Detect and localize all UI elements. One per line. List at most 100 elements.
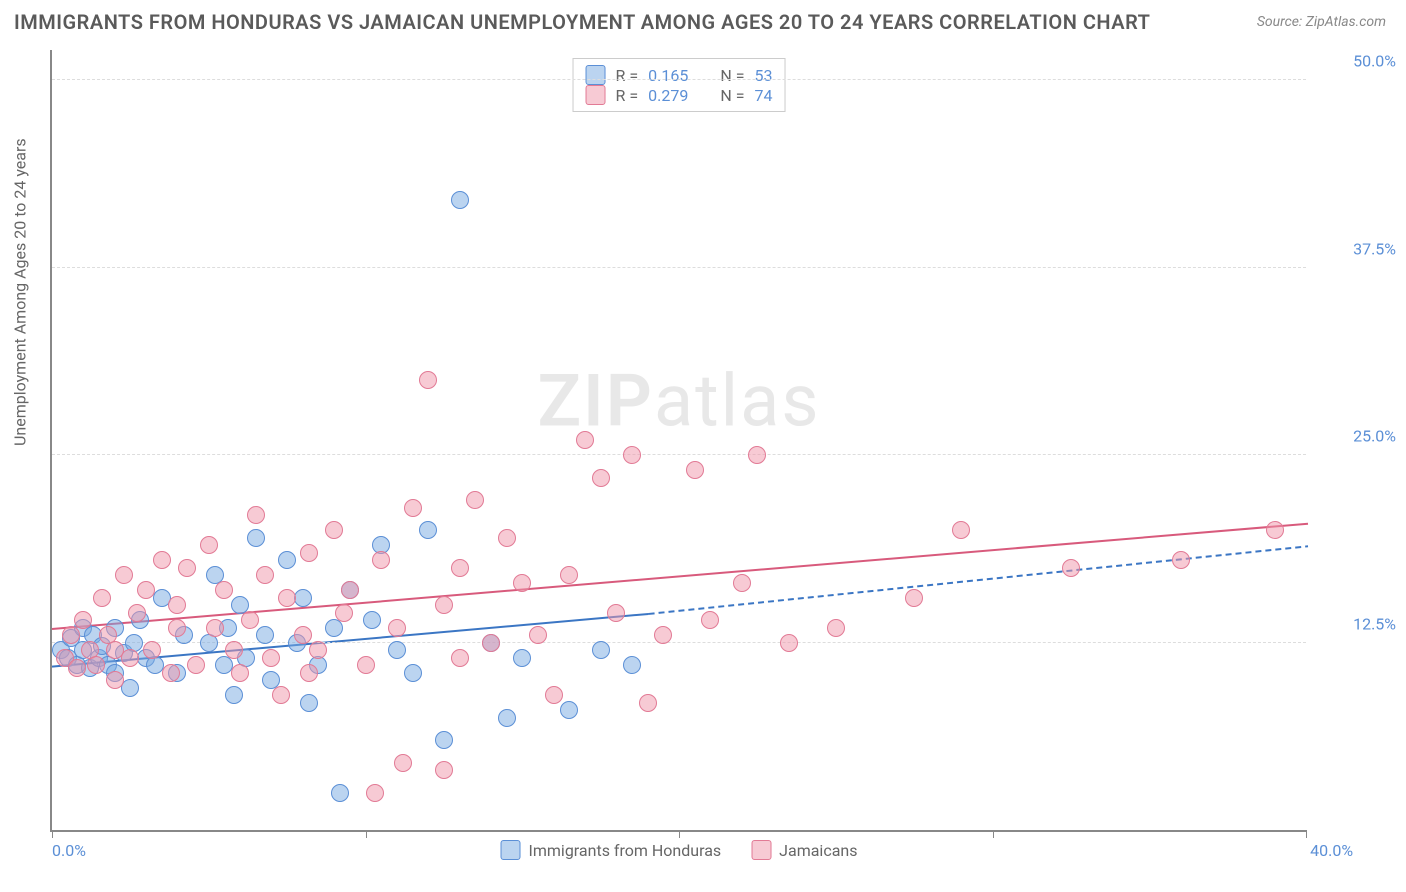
legend-swatch bbox=[586, 65, 606, 85]
legend-swatch bbox=[751, 840, 771, 860]
scatter-point bbox=[576, 431, 594, 449]
scatter-point bbox=[87, 656, 105, 674]
scatter-point bbox=[372, 551, 390, 569]
scatter-point bbox=[435, 731, 453, 749]
scatter-point bbox=[607, 604, 625, 622]
scatter-point bbox=[498, 709, 516, 727]
scatter-point bbox=[272, 686, 290, 704]
scatter-point bbox=[68, 659, 86, 677]
scatter-point bbox=[388, 641, 406, 659]
x-tick-mark bbox=[366, 830, 367, 838]
scatter-point bbox=[419, 371, 437, 389]
scatter-point bbox=[1172, 551, 1190, 569]
scatter-point bbox=[262, 649, 280, 667]
scatter-point bbox=[529, 626, 547, 644]
scatter-point bbox=[1266, 521, 1284, 539]
scatter-point bbox=[128, 604, 146, 622]
scatter-point bbox=[1062, 559, 1080, 577]
scatter-point bbox=[592, 641, 610, 659]
scatter-point bbox=[325, 521, 343, 539]
scatter-point bbox=[623, 446, 641, 464]
scatter-point bbox=[623, 656, 641, 674]
legend-swatch bbox=[586, 85, 606, 105]
scatter-point bbox=[74, 611, 92, 629]
legend-r-label: R = bbox=[616, 66, 639, 85]
x-tick-mark bbox=[52, 830, 53, 838]
legend-item: Immigrants from Honduras bbox=[501, 840, 722, 860]
legend-row: R = 0.279 N = 74 bbox=[586, 85, 773, 105]
scatter-point bbox=[121, 649, 139, 667]
legend-n-value: 53 bbox=[754, 66, 772, 85]
plot-area: ZIPatlas R = 0.165 N = 53 R = 0.279 N = … bbox=[50, 50, 1306, 832]
x-tick-mark bbox=[679, 830, 680, 838]
scatter-point bbox=[388, 619, 406, 637]
scatter-point bbox=[404, 499, 422, 517]
scatter-point bbox=[748, 446, 766, 464]
scatter-point bbox=[256, 626, 274, 644]
scatter-point bbox=[168, 619, 186, 637]
scatter-point bbox=[466, 491, 484, 509]
scatter-point bbox=[513, 574, 531, 592]
legend-swatch bbox=[501, 840, 521, 860]
scatter-point bbox=[247, 529, 265, 547]
scatter-point bbox=[247, 506, 265, 524]
scatter-point bbox=[545, 686, 563, 704]
scatter-point bbox=[153, 551, 171, 569]
y-tick-label: 50.0% bbox=[1353, 52, 1396, 71]
scatter-point bbox=[106, 671, 124, 689]
scatter-point bbox=[278, 589, 296, 607]
legend-correlation: R = 0.165 N = 53 R = 0.279 N = 74 bbox=[573, 58, 786, 112]
trend-lines-svg bbox=[52, 50, 1306, 830]
x-tick-label: 40.0% bbox=[1310, 841, 1353, 860]
gridline bbox=[52, 454, 1306, 455]
scatter-point bbox=[294, 589, 312, 607]
scatter-point bbox=[363, 611, 381, 629]
scatter-point bbox=[654, 626, 672, 644]
scatter-point bbox=[513, 649, 531, 667]
legend-n-label: N = bbox=[720, 86, 744, 105]
scatter-point bbox=[701, 611, 719, 629]
scatter-point bbox=[225, 686, 243, 704]
legend-r-value: 0.165 bbox=[648, 66, 688, 85]
legend-row: R = 0.165 N = 53 bbox=[586, 65, 773, 85]
scatter-point bbox=[300, 694, 318, 712]
scatter-point bbox=[256, 566, 274, 584]
scatter-point bbox=[419, 521, 437, 539]
legend-r-label: R = bbox=[616, 86, 639, 105]
scatter-point bbox=[231, 664, 249, 682]
scatter-point bbox=[560, 566, 578, 584]
scatter-point bbox=[200, 536, 218, 554]
scatter-point bbox=[733, 574, 751, 592]
legend-n-value: 74 bbox=[754, 86, 772, 105]
scatter-point bbox=[560, 701, 578, 719]
source-attribution: Source: ZipAtlas.com bbox=[1257, 14, 1386, 30]
scatter-point bbox=[639, 694, 657, 712]
scatter-point bbox=[187, 656, 205, 674]
scatter-point bbox=[780, 634, 798, 652]
gridline bbox=[52, 267, 1306, 268]
scatter-point bbox=[905, 589, 923, 607]
scatter-point bbox=[435, 761, 453, 779]
scatter-point bbox=[206, 619, 224, 637]
y-tick-label: 12.5% bbox=[1353, 614, 1396, 633]
scatter-point bbox=[225, 641, 243, 659]
scatter-point bbox=[93, 589, 111, 607]
scatter-point bbox=[952, 521, 970, 539]
y-tick-label: 37.5% bbox=[1353, 239, 1396, 258]
legend-label: Immigrants from Honduras bbox=[529, 841, 722, 860]
x-tick-mark bbox=[1306, 830, 1307, 838]
scatter-point bbox=[357, 656, 375, 674]
scatter-point bbox=[366, 784, 384, 802]
scatter-point bbox=[62, 626, 80, 644]
x-tick-label: 0.0% bbox=[52, 841, 86, 860]
scatter-point bbox=[278, 551, 296, 569]
scatter-point bbox=[404, 664, 422, 682]
y-axis-label: Unemployment Among Ages 20 to 24 years bbox=[11, 138, 30, 446]
scatter-point bbox=[137, 581, 155, 599]
scatter-point bbox=[451, 191, 469, 209]
scatter-point bbox=[162, 664, 180, 682]
scatter-point bbox=[294, 626, 312, 644]
gridline bbox=[52, 79, 1306, 80]
gridline bbox=[52, 642, 1306, 643]
scatter-point bbox=[168, 596, 186, 614]
